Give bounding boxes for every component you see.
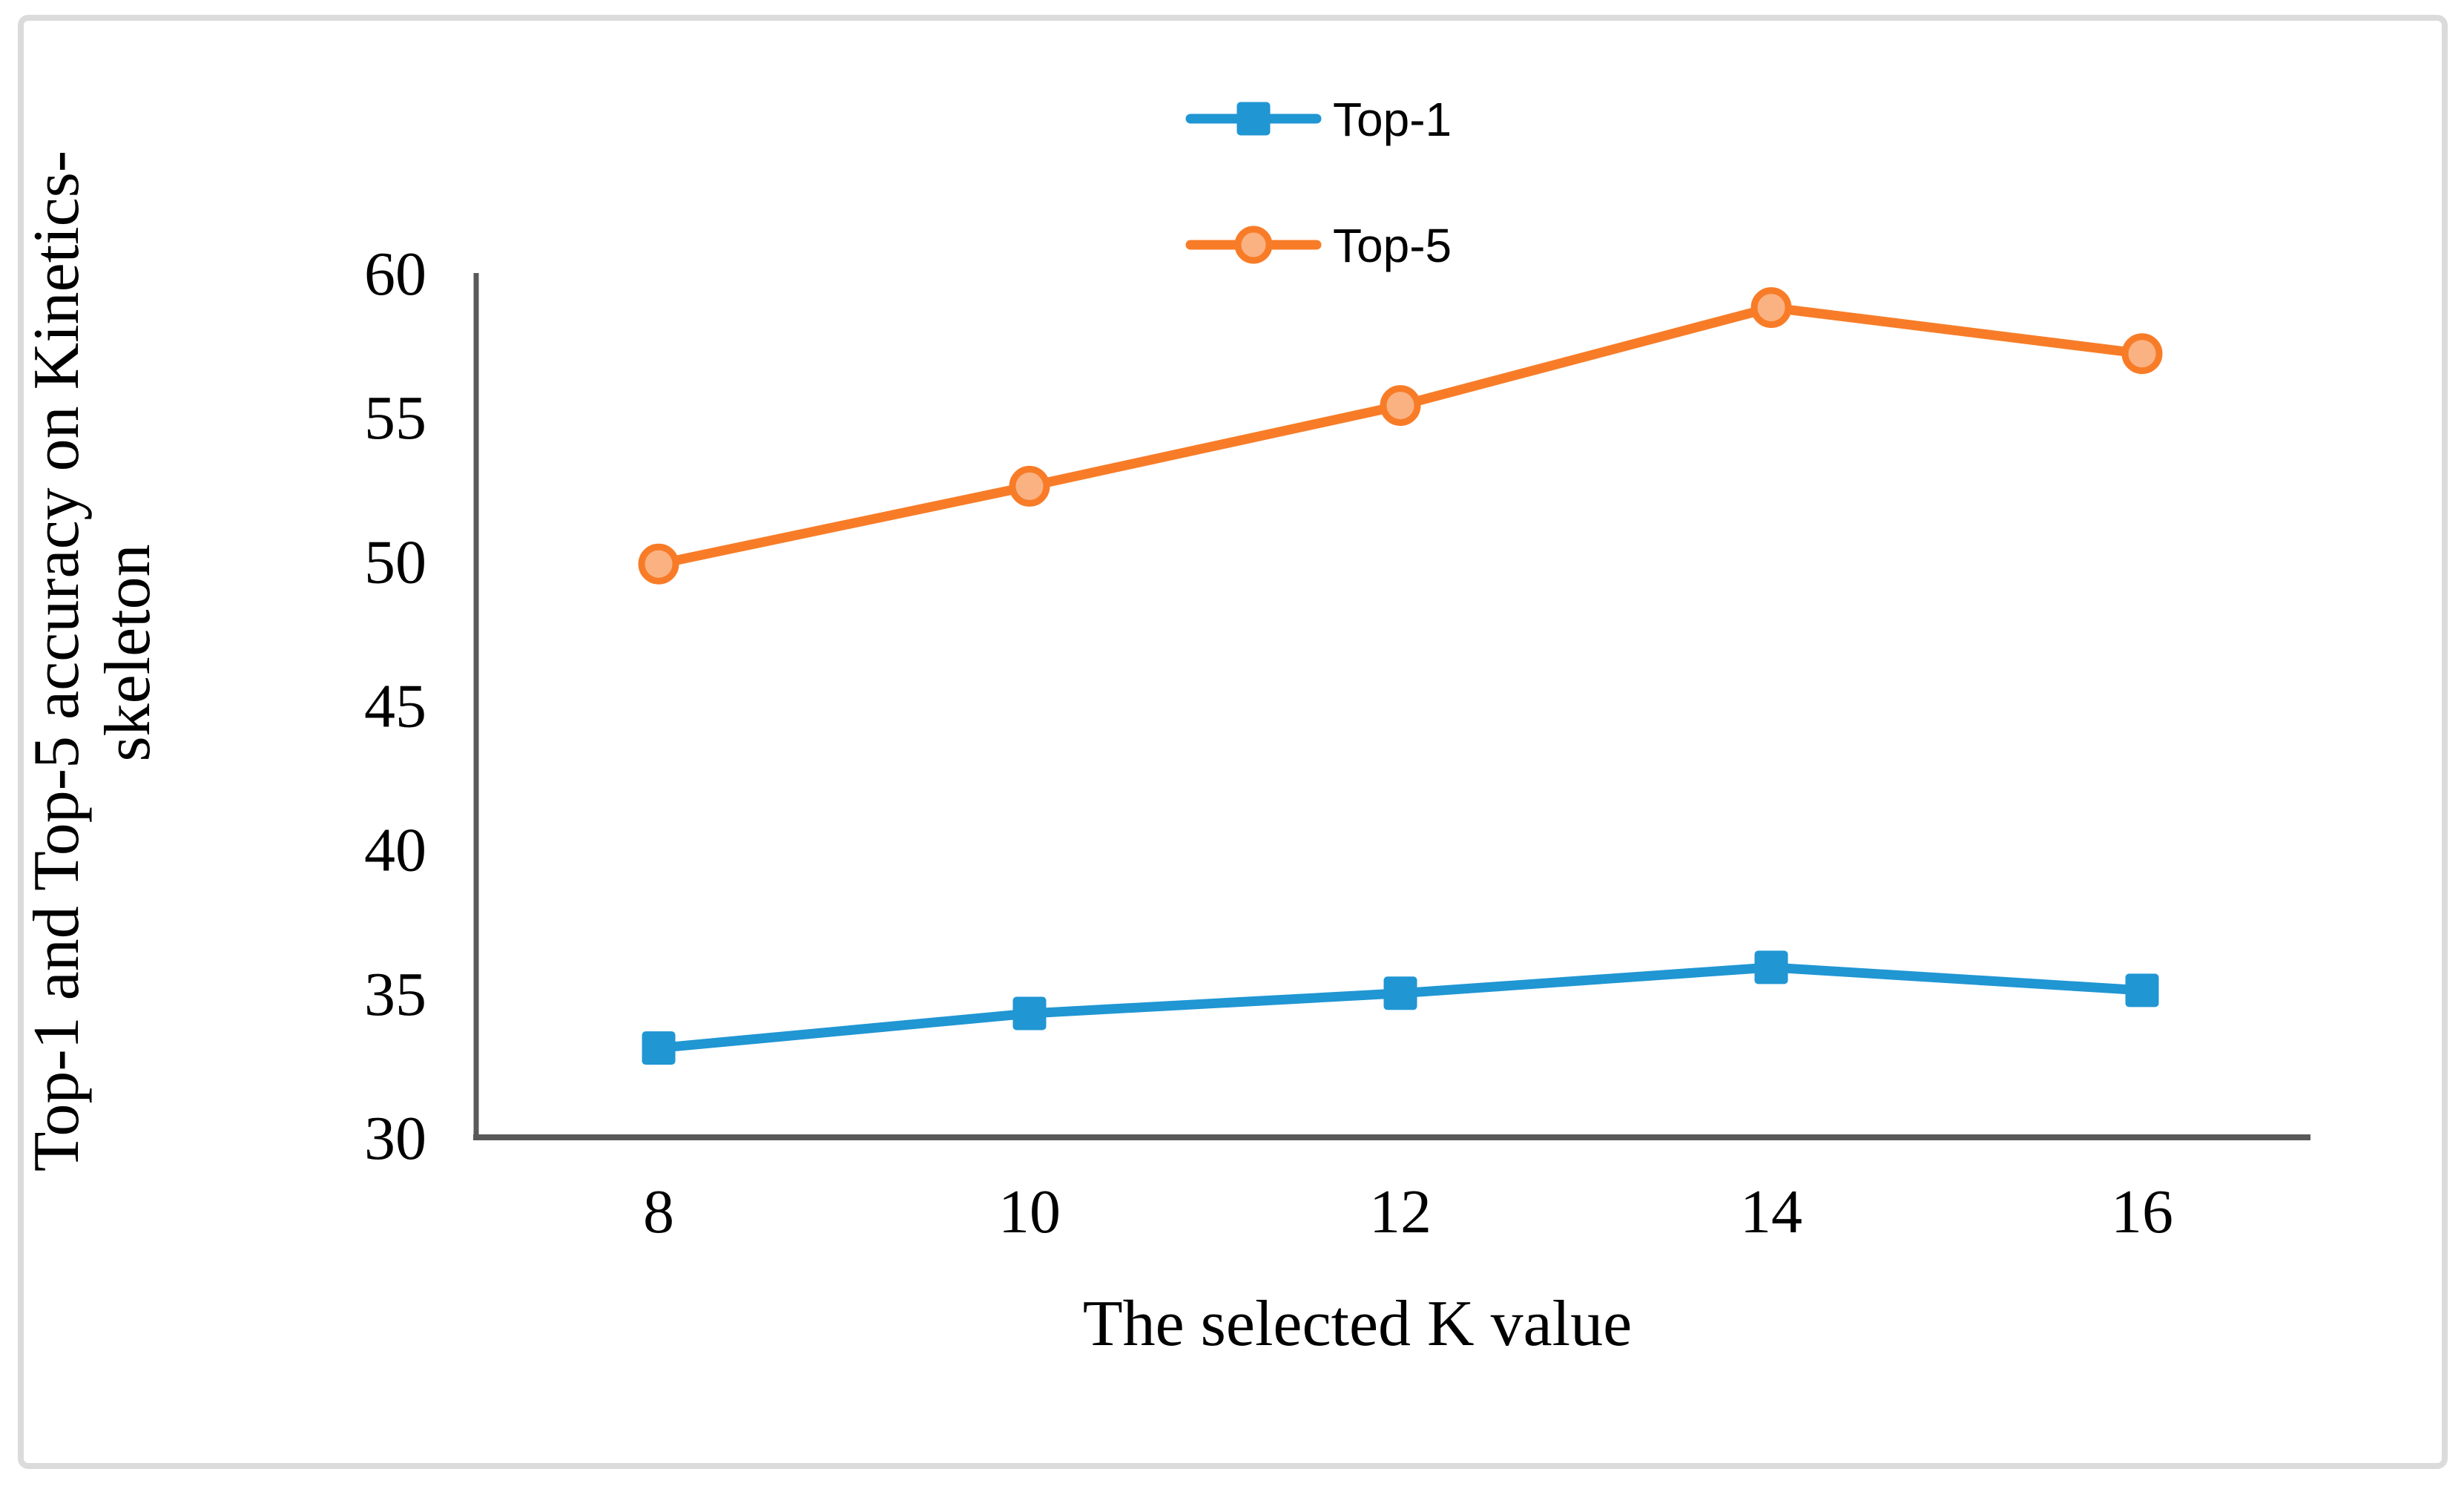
x-axis-title: The selected K value [1083,1288,1632,1360]
data-point-top-1-12 [1383,976,1417,1010]
y-tick-label-45: 45 [364,672,426,741]
legend: Top-1 Top-5 [1185,93,1452,272]
data-point-top-5-12 [1380,385,1421,427]
x-tick-label-10: 10 [998,1177,1061,1246]
legend-item-top-1: Top-1 [1185,93,1452,146]
y-tick-label-40: 40 [364,816,426,885]
y-axis-title-line1: Top-1 and Top-5 accuracy on Kinetics- [21,151,93,1171]
y-tick-label-55: 55 [364,384,426,453]
x-tick-label-16: 16 [2111,1177,2173,1246]
data-point-top-5-10 [1009,465,1050,507]
legend-item-top-5: Top-5 [1185,219,1452,272]
y-tick-label-35: 35 [364,960,426,1029]
series-layer [638,287,2163,1065]
legend-label-top-5: Top-5 [1333,219,1452,272]
data-point-top-5-16 [2121,333,2163,375]
figure-border [18,15,2448,1469]
data-point-top-1-14 [1754,950,1788,985]
y-tick-label-50: 50 [364,527,426,596]
y-axis-tick-labels: 30 35 40 45 50 55 60 [364,240,426,1173]
y-tick-label-30: 30 [364,1104,426,1173]
x-tick-label-14: 14 [1740,1177,1802,1246]
legend-circle-marker-icon [1234,226,1273,264]
x-axis-tick-labels: 8 10 12 14 16 [643,1177,2173,1246]
data-point-top-5-14 [1750,287,1792,329]
series-top-5 [638,287,2163,585]
data-point-top-5-8 [638,543,679,585]
data-point-top-1-10 [1012,996,1047,1031]
y-axis-title: Top-1 and Top-5 accuracy on Kinetics- sk… [21,134,164,1171]
y-axis-title-line2: skeleton [92,544,164,761]
data-point-top-1-16 [2125,973,2159,1008]
x-tick-label-12: 12 [1369,1177,1432,1246]
data-point-top-1-8 [642,1031,676,1065]
legend-label-top-1: Top-1 [1333,93,1452,146]
series-top-1 [642,950,2159,1065]
y-tick-label-60: 60 [364,240,426,309]
legend-square-marker-icon [1236,102,1271,136]
x-tick-label-8: 8 [643,1177,674,1246]
